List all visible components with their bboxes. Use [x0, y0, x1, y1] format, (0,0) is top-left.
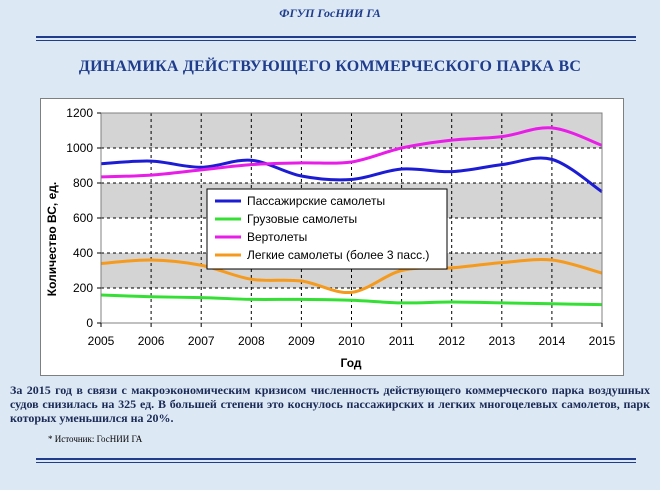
- divider-bottom: [36, 458, 636, 460]
- chart-legend: Пассажирские самолеты Грузовые самолеты Ве…: [206, 188, 448, 270]
- y-tick-label: 200: [73, 281, 93, 295]
- x-tick-label: 2012: [438, 334, 465, 348]
- fleet-chart: 0 200 400 600 800 1000 1200 2005 2006 2007 2008 200…: [45, 106, 616, 370]
- plot-band: [101, 113, 602, 148]
- organization-header: ФГУП ГосНИИ ГА: [279, 6, 381, 20]
- series-line-cargo: [100, 293, 603, 307]
- series-line-light: [100, 257, 603, 294]
- series-line-passenger: [100, 156, 603, 194]
- chart-description: За 2015 год в связи с макроэкономическим…: [10, 383, 650, 425]
- divider-bottom-thin: [36, 462, 636, 463]
- y-axis-label: Количество ВС, ед.: [45, 182, 59, 296]
- x-tick-label: 2006: [138, 334, 165, 348]
- tick-labels: 0 200 400 600 800 1000 1200 2005 2006 2007 2008 200…: [66, 106, 615, 348]
- legend-label-passenger: Пассажирские самолеты: [247, 194, 385, 208]
- x-tick-label: 2015: [589, 334, 616, 348]
- y-tick-label: 1000: [66, 141, 93, 155]
- x-tick-label: 2013: [488, 334, 515, 348]
- x-tick-label: 2007: [188, 334, 215, 348]
- x-tick-label: 2010: [338, 334, 365, 348]
- source-note: * Источник: ГосНИИ ГА: [48, 434, 143, 444]
- y-tick-label: 1200: [66, 106, 93, 120]
- legend-label-light: Легкие самолеты (более 3 пасс.): [247, 248, 429, 262]
- x-tick-label: 2009: [288, 334, 315, 348]
- series-lines: [100, 126, 603, 307]
- chart-frame: 0 200 400 600 800 1000 1200 2005 2006 2007 2008 200…: [40, 98, 624, 376]
- divider-top-thin: [36, 40, 636, 41]
- y-tick-label: 0: [86, 316, 93, 330]
- series-line-helicopters: [100, 126, 603, 179]
- x-tick-label: 2008: [238, 334, 265, 348]
- x-tick-label: 2014: [539, 334, 566, 348]
- legend-label-helicopters: Вертолеты: [247, 230, 307, 244]
- legend-box: [206, 188, 448, 270]
- y-tick-label: 800: [73, 176, 93, 190]
- page-title: ДИНАМИКА ДЕЙСТВУЮЩЕГО КОММЕРЧЕСКОГО ПАРК…: [78, 58, 582, 75]
- x-tick-label: 2005: [88, 334, 115, 348]
- x-tick-label: 2011: [389, 334, 415, 348]
- divider-top: [36, 36, 636, 38]
- x-axis-label: Год: [341, 356, 362, 370]
- y-tick-label: 600: [73, 211, 93, 225]
- y-tick-label: 400: [73, 246, 93, 260]
- legend-label-cargo: Грузовые самолеты: [247, 212, 357, 226]
